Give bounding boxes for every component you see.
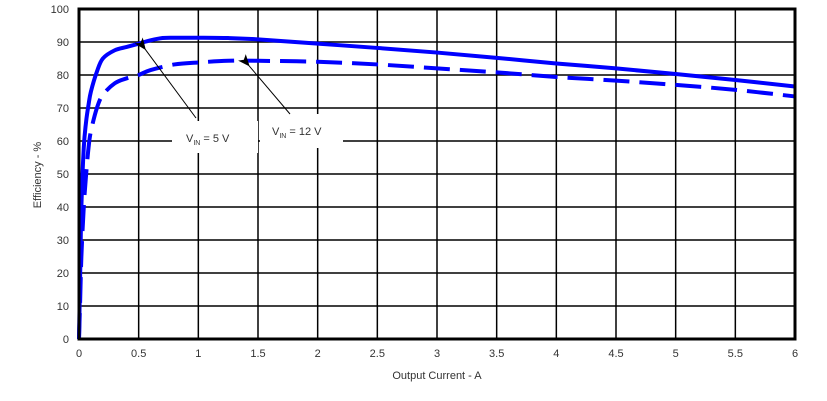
x-tick-label: 3	[434, 348, 440, 360]
y-tick-label: 90	[57, 37, 69, 49]
x-tick-label: 0.5	[131, 348, 146, 360]
y-tick-label: 70	[57, 103, 69, 115]
series-vin-5v-line	[77, 35, 796, 340]
y-tick-label: 60	[57, 136, 69, 148]
x-tick-label: 4.5	[608, 348, 623, 360]
x-tick-label: 2.5	[370, 348, 385, 360]
x-tick-label: 4	[553, 348, 559, 360]
annotation-vin-12v: VIN = 12 V	[272, 126, 322, 140]
x-tick-label: 5	[673, 348, 679, 360]
x-axis-title: Output Current - A	[392, 370, 482, 382]
plot-frame	[77, 7, 797, 341]
x-tick-label: 0	[76, 348, 82, 360]
annotation-label-box	[172, 121, 258, 153]
grid-lines	[78, 8, 796, 340]
y-tick-label: 20	[57, 268, 69, 280]
annotation-arrow	[238, 54, 291, 115]
annotations: VIN = 5 V VIN = 12 V	[134, 37, 343, 153]
annotation-vin-5v: VIN = 5 V	[186, 133, 230, 147]
y-tick-label: 50	[57, 169, 69, 181]
x-tick-label: 6	[792, 348, 798, 360]
y-tick-label: 10	[57, 301, 69, 313]
data-series	[77, 35, 796, 340]
y-axis-tick-labels: 0 10 20 30 40 50 60 70 80 90 100	[51, 4, 69, 346]
y-tick-label: 80	[57, 70, 69, 82]
annotation-label-box	[260, 114, 343, 148]
x-tick-label: 1	[195, 348, 201, 360]
y-tick-label: 0	[63, 334, 69, 346]
x-tick-label: 3.5	[489, 348, 504, 360]
y-axis-title: Efficiency - %	[32, 142, 44, 209]
y-tick-label: 100	[51, 4, 69, 16]
x-tick-label: 5.5	[728, 348, 743, 360]
x-tick-label: 2	[315, 348, 321, 360]
x-tick-label: 1.5	[250, 348, 265, 360]
annotation-arrow	[134, 37, 197, 119]
y-tick-label: 40	[57, 202, 69, 214]
x-axis-tick-labels: 0 0.5 1 1.5 2 2.5 3 3.5 4 4.5 5 5.5 6	[76, 348, 798, 360]
series-vin-12v-line	[77, 58, 796, 340]
y-tick-label: 30	[57, 235, 69, 247]
